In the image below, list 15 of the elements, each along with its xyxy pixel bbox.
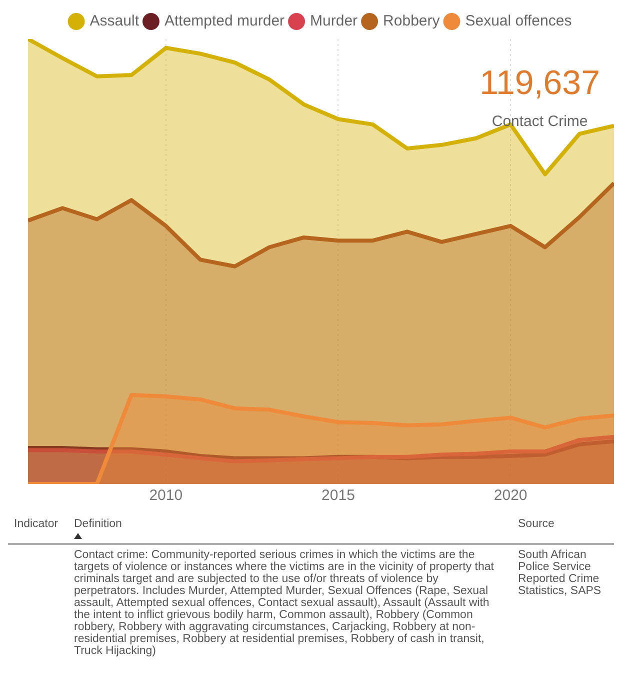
annotation: 119,637 <box>480 63 600 103</box>
x-tick-label: 2015 <box>322 487 355 504</box>
text: Contact crime: Community-reported serious crimes in which the victims are the targets of violence or instances where the victims are in the vicinity of property that criminals target and are subjected to the use of/or threats of violence by perpetrators. Includes Murder, Attempted Murder, Sexual Offences (Rape, Sexual assault, Attempted sexual offences, Contact sexual assault), Assault (Assault with the intent to inflict grievous bodily harm, Common assault), Robbery (Common robbery, Robbery with aggravating circumstances, Carjacking, Robbery at non-residential premises, Robbery at residential premises, Robbery of cash in transit, Truck Hijacking) <box>74 549 494 657</box>
legend-label: Robbery <box>383 12 440 30</box>
x-tick-label: 2010 <box>149 487 183 504</box>
legend-label: Attempted murder <box>164 12 285 30</box>
text: South African Police Service Reported Crime Statistics, SAPS <box>517 548 602 599</box>
legend-label: Sexual offences <box>465 12 572 30</box>
annotation: Contact Crime <box>490 113 589 130</box>
legend-label: Assault <box>90 12 140 30</box>
text: Definition <box>74 518 122 530</box>
text: Indicator <box>13 517 60 532</box>
x-tick-label: 2020 <box>494 487 528 504</box>
text: Source <box>517 517 556 532</box>
legend-label: Murder <box>310 12 358 30</box>
